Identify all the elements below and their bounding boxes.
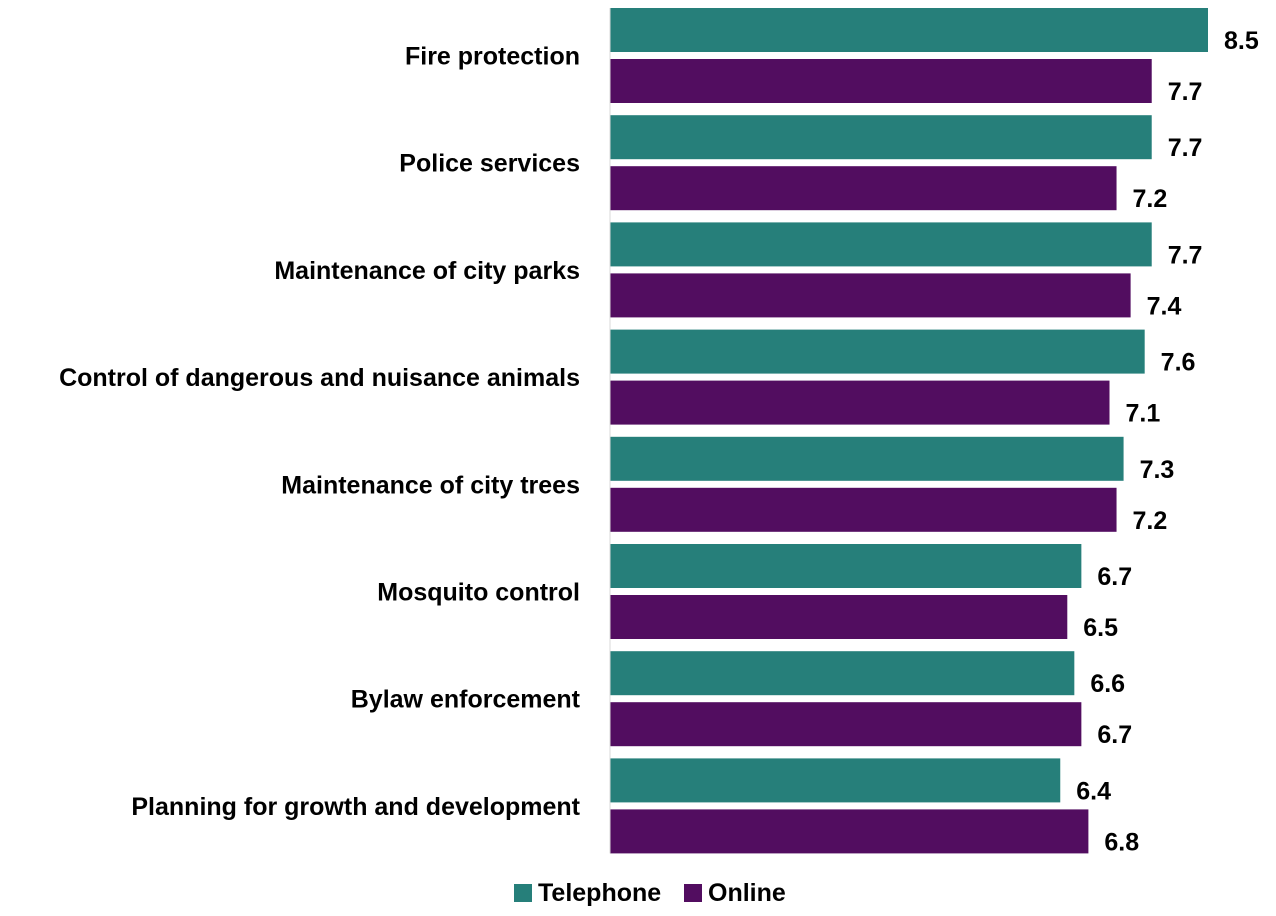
- category-label: Maintenance of city trees: [281, 471, 580, 499]
- data-label-online: 7.1: [1126, 400, 1161, 428]
- data-label-online: 7.7: [1168, 78, 1203, 106]
- bar-online: [610, 595, 1068, 639]
- bar-online: [610, 809, 1089, 854]
- data-label-telephone: 8.5: [1224, 27, 1259, 55]
- bar-telephone: [610, 329, 1145, 374]
- category-labels: Fire protection Police services Maintenanc…: [59, 43, 581, 821]
- value-labels: 8.57.77.77.27.77.47.67.17.37.26.76.56.66…: [1076, 27, 1259, 856]
- category-label: Bylaw enforcement: [351, 686, 581, 714]
- bar-telephone: [610, 651, 1075, 696]
- legend-label-telephone: Telephone: [538, 879, 661, 907]
- bar-telephone: [610, 436, 1124, 481]
- category-label: Control of dangerous and nuisance animal…: [59, 364, 580, 392]
- legend-label-online: Online: [708, 879, 786, 907]
- category-label: Mosquito control: [377, 579, 580, 607]
- bar-telephone: [610, 115, 1152, 160]
- data-label-online: 6.7: [1097, 721, 1132, 749]
- category-label: Police services: [399, 150, 580, 178]
- legend-swatch-online: [684, 884, 702, 902]
- data-label-online: 7.4: [1147, 292, 1182, 320]
- category-label: Fire protection: [405, 43, 580, 71]
- legend: Telephone Online: [514, 879, 786, 907]
- data-label-telephone: 6.4: [1076, 777, 1111, 805]
- data-label-telephone: 7.7: [1168, 134, 1203, 162]
- bar-online: [610, 702, 1082, 747]
- data-label-online: 6.5: [1083, 614, 1118, 642]
- data-label-online: 6.8: [1104, 828, 1139, 856]
- category-label: Planning for growth and development: [131, 793, 580, 821]
- data-label-telephone: 6.7: [1097, 563, 1132, 591]
- legend-swatch-telephone: [514, 884, 532, 902]
- data-label-telephone: 7.7: [1168, 241, 1203, 269]
- bar-online: [610, 166, 1117, 211]
- bar-telephone: [610, 544, 1082, 588]
- bar-telephone: [610, 758, 1061, 803]
- bar-telephone: [610, 222, 1152, 267]
- category-label: Maintenance of city parks: [274, 257, 580, 285]
- bar-online: [610, 487, 1117, 532]
- data-label-online: 7.2: [1133, 507, 1168, 535]
- data-label-telephone: 6.6: [1090, 670, 1125, 698]
- data-label-telephone: 7.6: [1161, 349, 1196, 377]
- bar-online: [610, 59, 1152, 103]
- bar-online: [610, 273, 1131, 318]
- bars: [610, 8, 1208, 854]
- data-label-online: 7.2: [1133, 185, 1168, 213]
- bar-telephone: [610, 8, 1208, 52]
- data-label-telephone: 7.3: [1140, 456, 1175, 484]
- bar-online: [610, 380, 1110, 425]
